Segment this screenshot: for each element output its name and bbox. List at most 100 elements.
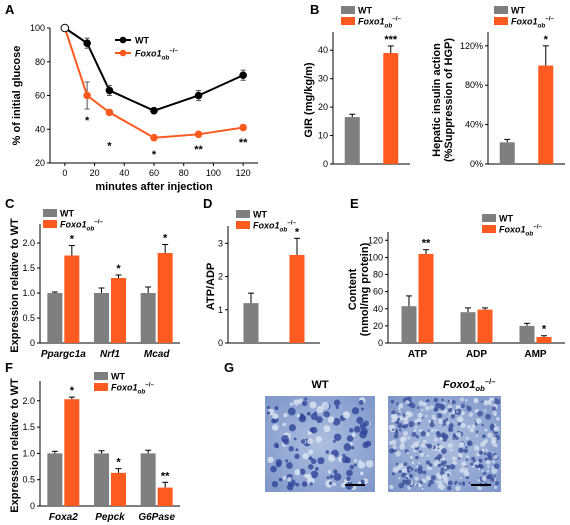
tissue-cell bbox=[434, 437, 438, 442]
tissue-cell bbox=[466, 440, 473, 447]
bar-ko-amp bbox=[536, 337, 552, 343]
legend-label-wt: WT bbox=[253, 210, 267, 220]
tissue-cell bbox=[328, 481, 333, 486]
tissue-cell bbox=[452, 437, 455, 440]
tissue-cell bbox=[473, 397, 479, 403]
y-tick-label: 3 bbox=[218, 238, 223, 248]
y-tick-label: 20 bbox=[318, 102, 328, 112]
tissue-cell bbox=[416, 417, 422, 423]
tissue-cell bbox=[490, 439, 497, 445]
x-tick-label: 120 bbox=[236, 168, 251, 178]
tissue-cell bbox=[327, 469, 332, 474]
histology-image-ko bbox=[388, 396, 501, 492]
tissue-cell bbox=[417, 406, 420, 410]
tissue-cell bbox=[401, 472, 407, 478]
point-ko bbox=[105, 108, 114, 117]
tissue-cell bbox=[309, 401, 317, 409]
tissue-cell bbox=[448, 407, 453, 413]
tissue-cell bbox=[278, 477, 283, 482]
tissue-cell bbox=[457, 452, 464, 458]
tissue-cell bbox=[494, 399, 500, 405]
tissue-cell bbox=[465, 475, 470, 480]
tissue-cell bbox=[398, 403, 404, 409]
tissue-cell bbox=[456, 406, 459, 410]
tissue-cell bbox=[437, 454, 443, 460]
tissue-cell bbox=[388, 424, 394, 430]
tissue-cell bbox=[351, 432, 356, 438]
legend-swatch-wt bbox=[236, 210, 250, 218]
panel-letter: B bbox=[310, 2, 319, 17]
legend-label-ko: Foxo1ob–/– bbox=[111, 382, 154, 396]
significance-label: ** bbox=[194, 144, 203, 156]
tissue-cell bbox=[486, 469, 490, 473]
x-tick-label: 100 bbox=[206, 168, 221, 178]
tissue-cell bbox=[308, 456, 313, 461]
tissue-cell bbox=[314, 467, 319, 471]
tissue-cell bbox=[402, 417, 405, 421]
y-axis-label: Hepatic insulin action bbox=[431, 43, 443, 157]
tissue-cell bbox=[453, 482, 457, 485]
bar-ko-pepck bbox=[111, 472, 126, 506]
y-tick-label: 1.5 bbox=[22, 422, 35, 432]
tissue-cell bbox=[455, 485, 461, 491]
legend-label-wt: WT bbox=[358, 6, 372, 16]
tissue-cell bbox=[431, 428, 435, 433]
tissue-cell bbox=[390, 399, 395, 404]
tissue-cell bbox=[456, 410, 459, 413]
bar-ko bbox=[383, 53, 399, 164]
tissue-cell bbox=[483, 452, 487, 455]
tissue-cell bbox=[450, 413, 456, 419]
tissue-cell bbox=[484, 400, 488, 404]
tissue-cell bbox=[454, 457, 458, 460]
tissue-cell bbox=[451, 448, 454, 452]
panel-letter: A bbox=[5, 2, 15, 17]
x-axis-label: minutes after injection bbox=[95, 181, 213, 193]
y-tick-label: 40% bbox=[465, 120, 483, 130]
tissue-cell bbox=[495, 481, 500, 486]
tissue-cell bbox=[475, 418, 482, 424]
bar-wt-mcad bbox=[140, 293, 156, 343]
tissue-cell bbox=[441, 398, 444, 402]
tissue-cell bbox=[421, 408, 424, 412]
tissue-cell bbox=[356, 416, 364, 424]
tissue-cell bbox=[282, 422, 287, 427]
tissue-cell bbox=[445, 417, 448, 421]
tissue-cell bbox=[428, 463, 433, 467]
tissue-cell bbox=[417, 468, 423, 475]
tissue-cell bbox=[472, 421, 476, 424]
tissue-cell bbox=[397, 422, 403, 429]
tissue-cell bbox=[417, 482, 421, 485]
tissue-cell bbox=[301, 400, 308, 407]
tissue-cell bbox=[281, 435, 289, 443]
significance-label: * bbox=[163, 233, 168, 245]
tissue-cell bbox=[293, 437, 297, 441]
legend-label-wt: WT bbox=[511, 6, 525, 16]
tissue-cell bbox=[395, 451, 401, 457]
tissue-cell bbox=[480, 400, 483, 403]
tissue-cell bbox=[459, 476, 463, 480]
bar-ko-mcad bbox=[157, 253, 173, 343]
category-label: AMP bbox=[524, 349, 547, 360]
tissue-cell bbox=[421, 487, 424, 490]
tissue-cell bbox=[282, 475, 287, 481]
tissue-cell bbox=[490, 477, 495, 482]
category-label: Nrf1 bbox=[100, 349, 120, 360]
tissue-cell bbox=[410, 467, 414, 471]
tissue-cell bbox=[360, 407, 364, 411]
tissue-cell bbox=[447, 485, 452, 491]
bar-wt bbox=[344, 117, 360, 164]
tissue-cell bbox=[272, 413, 279, 420]
chart-D: 0 1 2 3 * ATP/ADP bbox=[205, 226, 320, 348]
y-tick-label: 20 bbox=[373, 321, 383, 331]
tissue-cell bbox=[304, 397, 308, 401]
tissue-cell bbox=[433, 397, 438, 403]
tissue-cell bbox=[326, 476, 330, 479]
tissue-cell bbox=[465, 458, 469, 461]
chart-B1: 0 10 20 30 40 *** GIR (mg/kg/m) bbox=[303, 32, 410, 169]
tissue-cell bbox=[294, 469, 301, 476]
tissue-cell bbox=[437, 463, 441, 468]
legend-swatch-wt bbox=[482, 214, 496, 222]
tissue-cell bbox=[436, 432, 442, 438]
bar-ko-ppargc1a bbox=[64, 255, 80, 343]
tissue-cell bbox=[403, 461, 408, 467]
